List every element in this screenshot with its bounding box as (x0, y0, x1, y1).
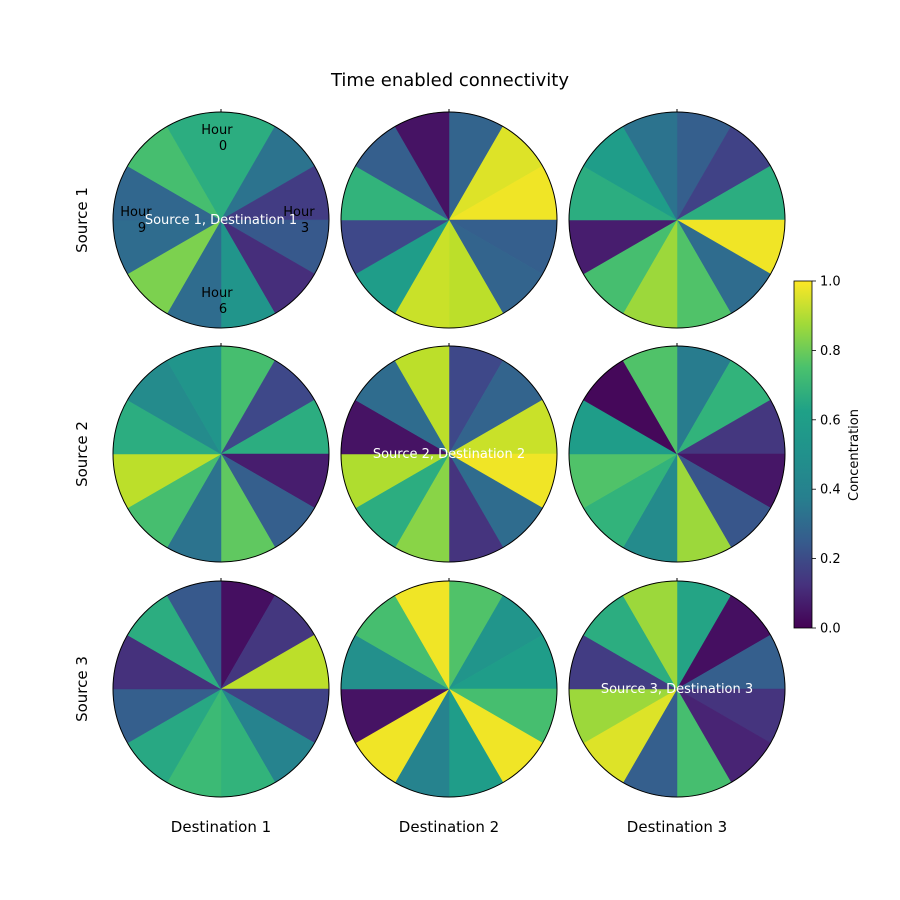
colorbar-tick-label: 1.0 (820, 275, 841, 290)
col-label-destination-3: Destination 3 (627, 818, 727, 836)
colorbar-tick-label: 0.8 (820, 344, 841, 359)
col-label-destination-2: Destination 2 (399, 818, 499, 836)
hour-labels: Hour 0 Hour 3 Hour 6 Hour 9 (120, 123, 318, 317)
hour-label-6-line2: 6 (219, 302, 227, 317)
hour-label-9-line2: 9 (138, 221, 146, 236)
hour-label-9-line1: Hour (120, 205, 152, 220)
pie-source-1-destination-2 (340, 109, 558, 329)
pie-source-2-destination-3 (568, 343, 786, 563)
row-label-source-3: Source 3 (73, 656, 91, 722)
colorbar-tick-label: 0.4 (820, 483, 841, 498)
center-label-source-3-destination-3: Source 3, Destination 3 (601, 682, 753, 697)
colorbar-tick-label: 0.2 (820, 552, 841, 567)
row-label-source-2: Source 2 (73, 421, 91, 487)
hour-label-6-line1: Hour (201, 286, 233, 301)
pie-source-1-destination-1 (112, 109, 330, 329)
hour-label-3: Hour 3 (283, 205, 318, 236)
pie-source-3-destination-3 (568, 578, 786, 798)
hour-label-3-line1: Hour (283, 205, 315, 220)
hour-label-6: Hour 6 (201, 286, 236, 317)
colorbar-ticks: 0.0 0.2 0.4 0.6 0.8 1.0 (812, 275, 841, 637)
hour-label-9: Hour 9 (120, 205, 155, 236)
col-label-destination-1: Destination 1 (171, 818, 271, 836)
colorbar-tick-label: 0.0 (820, 622, 841, 637)
center-label-source-2-destination-2: Source 2, Destination 2 (373, 447, 525, 462)
colorbar-label: Concentration (847, 409, 862, 501)
colorbar: 0.0 0.2 0.4 0.6 0.8 1.0 Concentration (793, 275, 862, 637)
pie-source-2-destination-2 (340, 343, 558, 563)
hour-label-0-line1: Hour (201, 123, 233, 138)
pie-source-3-destination-2 (340, 578, 558, 798)
hour-label-0: Hour 0 (201, 123, 236, 154)
pie-source-1-destination-3 (568, 109, 786, 329)
pie-source-2-destination-1 (112, 343, 330, 563)
hour-label-3-line2: 3 (301, 221, 309, 236)
colorbar-gradient (793, 280, 813, 629)
center-labels: Source 1, Destination 1 Source 2, Destin… (145, 213, 753, 697)
center-label-source-1-destination-1: Source 1, Destination 1 (145, 213, 297, 228)
pie-source-3-destination-1 (112, 578, 330, 798)
chart-title: Time enabled connectivity (330, 70, 569, 91)
colorbar-tick-label: 0.6 (820, 413, 841, 428)
pie-grid (112, 109, 786, 798)
hour-label-0-line2: 0 (219, 139, 227, 154)
row-label-source-1: Source 1 (73, 187, 91, 253)
